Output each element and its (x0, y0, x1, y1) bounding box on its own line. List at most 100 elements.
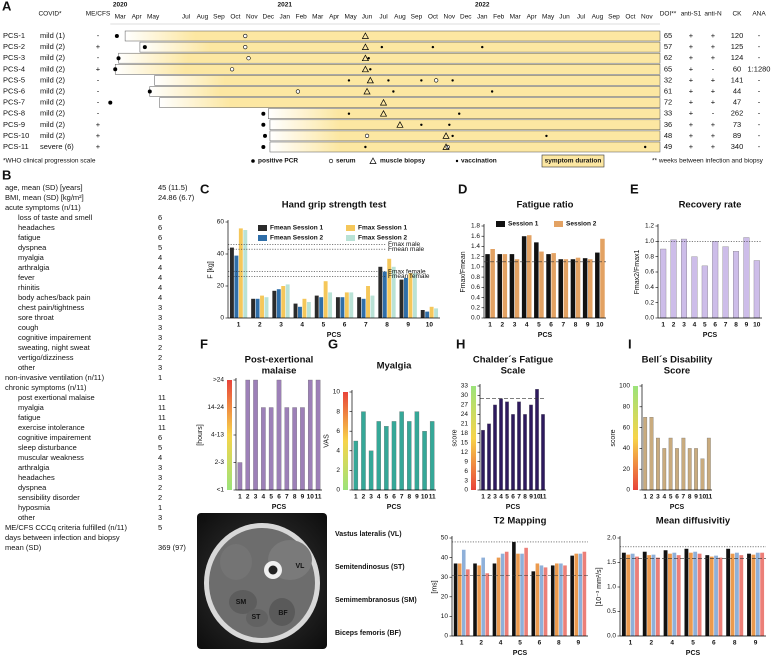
pcr-marker (116, 56, 121, 61)
cell-anti-n: + (711, 131, 716, 140)
y-tick-label: 50 (441, 535, 449, 542)
month-label: Jan (477, 14, 488, 21)
bar (663, 550, 668, 636)
bar (656, 437, 660, 491)
cell-anti-s1: + (689, 142, 694, 151)
x-tick-label: 10 (307, 494, 315, 501)
table-label: loss of taste and smell (18, 213, 93, 222)
bar (714, 555, 718, 636)
biopsy-marker (379, 98, 388, 106)
cell-ana: - (758, 98, 761, 107)
bar (500, 553, 505, 636)
legend-biopsy-symbol (369, 157, 377, 164)
bar (328, 292, 333, 318)
vaccination-marker (448, 123, 451, 127)
y-axis-label: Fmax2/Fmax1 (634, 250, 641, 295)
cell-anti-s1: + (689, 31, 694, 40)
cell-doi: 48 (664, 131, 672, 140)
bar (298, 306, 302, 318)
bar (376, 421, 381, 491)
bar (520, 553, 524, 636)
x-axis-label: PCS (272, 504, 287, 511)
y-axis-label: Fmax/Fmean (460, 251, 467, 292)
bar (753, 260, 760, 319)
table-value: 3 (158, 303, 162, 312)
y-tick-label: 0.6 (471, 284, 480, 291)
x-tick-label: 3 (682, 322, 686, 329)
legend-swatch (258, 225, 267, 231)
y-tick-label: 18 (461, 430, 469, 437)
y-tick-label: 80 (623, 404, 631, 411)
covid-grade: mild (2) (40, 53, 66, 62)
symptom-duration-bar (269, 141, 661, 153)
x-tick-label: 6 (549, 322, 553, 329)
x-tick-label: 1 (237, 322, 241, 329)
color-scale (633, 386, 638, 490)
month-label: Jul (577, 14, 586, 21)
bar (649, 417, 654, 491)
mecfs: + (96, 42, 101, 51)
x-axis-label: PCS (538, 332, 553, 339)
y-tick-label: 6 (336, 428, 340, 435)
panel-letter: E (630, 181, 639, 196)
y-tick-label: 1.2 (471, 253, 480, 260)
table-value: 369 (97) (158, 543, 186, 552)
bar (412, 273, 417, 318)
bar (407, 421, 412, 491)
cell-ana: - (758, 142, 761, 151)
x-axis-label: PCS (513, 650, 528, 657)
symptom-duration-bar (118, 52, 661, 64)
x-tick-label: 6 (392, 494, 396, 501)
x-tick-label: 10 (426, 322, 434, 329)
y-tick-label: 20 (441, 594, 449, 601)
pcr-marker (142, 45, 147, 50)
y-tick-label: 0.2 (645, 299, 654, 306)
table-label: fatigue (18, 233, 41, 242)
cell-doi: 33 (664, 109, 672, 118)
x-tick-label: 9 (745, 322, 749, 329)
biopsy-marker (396, 121, 404, 128)
panel-letter: H (456, 336, 465, 351)
bar (668, 553, 672, 636)
month-label: Feb (296, 14, 308, 21)
table-label: chronic symptoms (n/11) (5, 383, 87, 392)
cell-ana: - (758, 131, 761, 140)
row-id: PCS-3 (3, 53, 25, 62)
serum-marker (434, 78, 439, 83)
bar (651, 554, 656, 636)
bar (509, 254, 515, 318)
bar (307, 379, 313, 491)
x-tick-label: 8 (385, 322, 389, 329)
table-value: 2 (158, 483, 162, 492)
cell-anti-n: + (711, 53, 716, 62)
table-value: 2 (158, 493, 162, 502)
month-label: Nov (641, 14, 653, 21)
cell-anti-n: - (712, 64, 715, 73)
y-tick-label: 0.0 (607, 633, 616, 640)
bar (642, 551, 647, 636)
bar (429, 306, 434, 318)
row-id: PCS-2 (3, 42, 25, 51)
bar (399, 279, 404, 318)
month-label: Oct (625, 14, 635, 21)
bar (461, 549, 466, 636)
month-label: Jan (280, 14, 291, 21)
bar (466, 569, 470, 636)
y-tick-label: 27 (461, 402, 469, 409)
bar (420, 310, 425, 318)
table-label: muscular weakness (18, 453, 84, 462)
bar (260, 295, 264, 318)
bar (340, 297, 345, 318)
mecfs: - (97, 53, 100, 62)
month-label: Jun (559, 14, 570, 21)
x-tick-label: 2 (479, 640, 483, 647)
y-tick-label: 40 (217, 251, 225, 258)
bar (697, 553, 702, 636)
bar (272, 290, 277, 318)
y-axis-label: [ms] (432, 580, 439, 593)
table-label: fever (18, 273, 35, 282)
reference-label: Fmean female (388, 273, 430, 280)
vaccination-marker (369, 68, 372, 71)
x-tick-label: 11 (315, 494, 322, 501)
cell-doi: 65 (664, 31, 672, 40)
